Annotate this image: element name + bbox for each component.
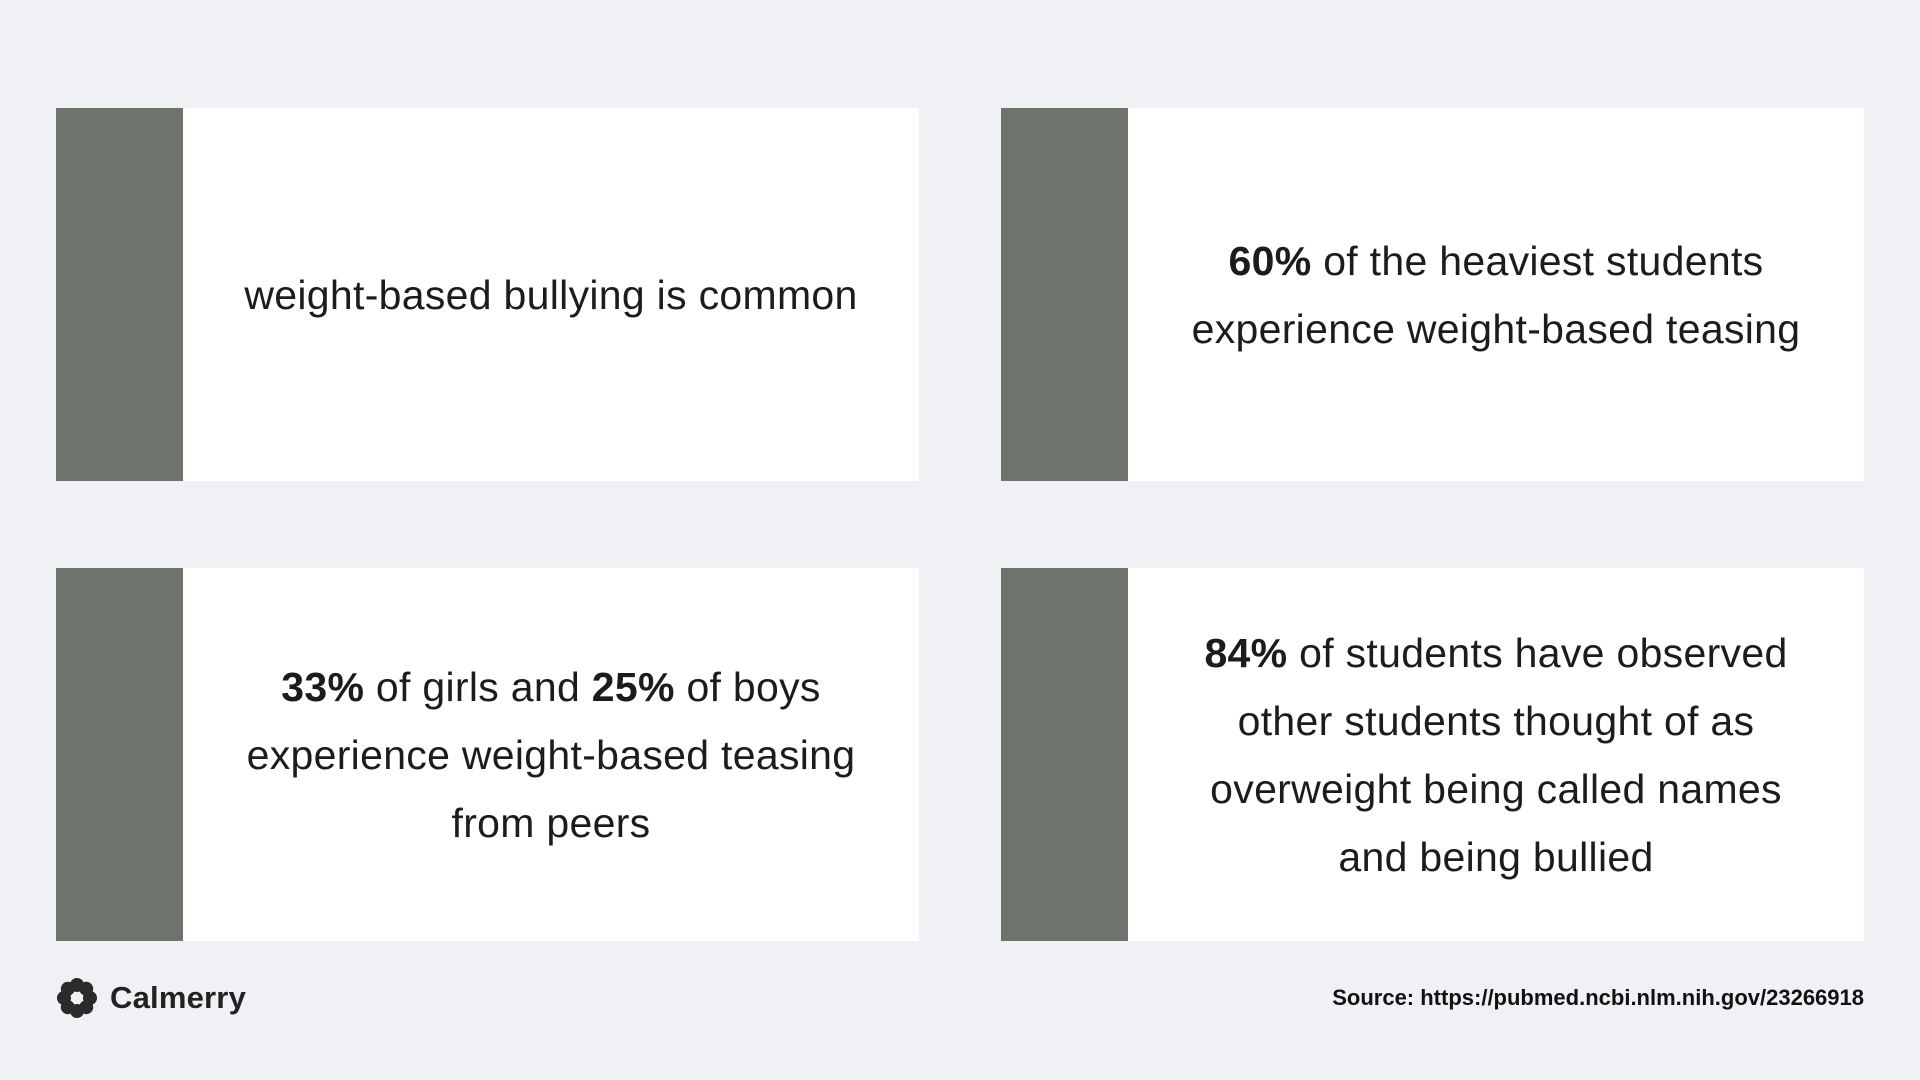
stat-text: of the heaviest students experience weig… bbox=[1191, 237, 1801, 352]
stat-highlight: 60% bbox=[1228, 237, 1312, 284]
card-accent-bar bbox=[1001, 108, 1128, 481]
card-text: weight-based bullying is common bbox=[244, 261, 857, 329]
card-content: 33% of girls and 25% of boys experience … bbox=[183, 568, 919, 941]
card-content: 84% of students have observed other stud… bbox=[1128, 568, 1864, 941]
card-text: 60% of the heaviest students experience … bbox=[1176, 227, 1816, 363]
stat-text: of students have observed other students… bbox=[1210, 629, 1788, 880]
flower-logo-icon bbox=[57, 978, 97, 1018]
stat-card-1: weight-based bullying is common bbox=[56, 108, 919, 481]
card-text: 84% of students have observed other stud… bbox=[1176, 619, 1816, 891]
stat-text: of girls and bbox=[364, 663, 592, 710]
card-content: 60% of the heaviest students experience … bbox=[1128, 108, 1864, 481]
stat-card-3: 33% of girls and 25% of boys experience … bbox=[56, 568, 919, 941]
card-content: weight-based bullying is common bbox=[183, 108, 919, 481]
stat-highlight: 25% bbox=[591, 663, 675, 710]
card-accent-bar bbox=[1001, 568, 1128, 941]
source-citation: Source: https://pubmed.ncbi.nlm.nih.gov/… bbox=[1332, 985, 1864, 1010]
stat-card-4: 84% of students have observed other stud… bbox=[1001, 568, 1864, 941]
stat-highlight: 33% bbox=[281, 663, 365, 710]
card-accent-bar bbox=[56, 568, 183, 941]
stat-text: of boys experience weight-based teasing … bbox=[246, 663, 856, 846]
stat-highlight: 84% bbox=[1204, 629, 1288, 676]
brand-logo: Calmerry bbox=[56, 977, 246, 1019]
card-text: 33% of girls and 25% of boys experience … bbox=[231, 653, 871, 857]
card-accent-bar bbox=[56, 108, 183, 481]
stat-text: weight-based bullying is common bbox=[244, 271, 858, 318]
brand-name: Calmerry bbox=[110, 980, 247, 1015]
stat-card-2: 60% of the heaviest students experience … bbox=[1001, 108, 1864, 481]
